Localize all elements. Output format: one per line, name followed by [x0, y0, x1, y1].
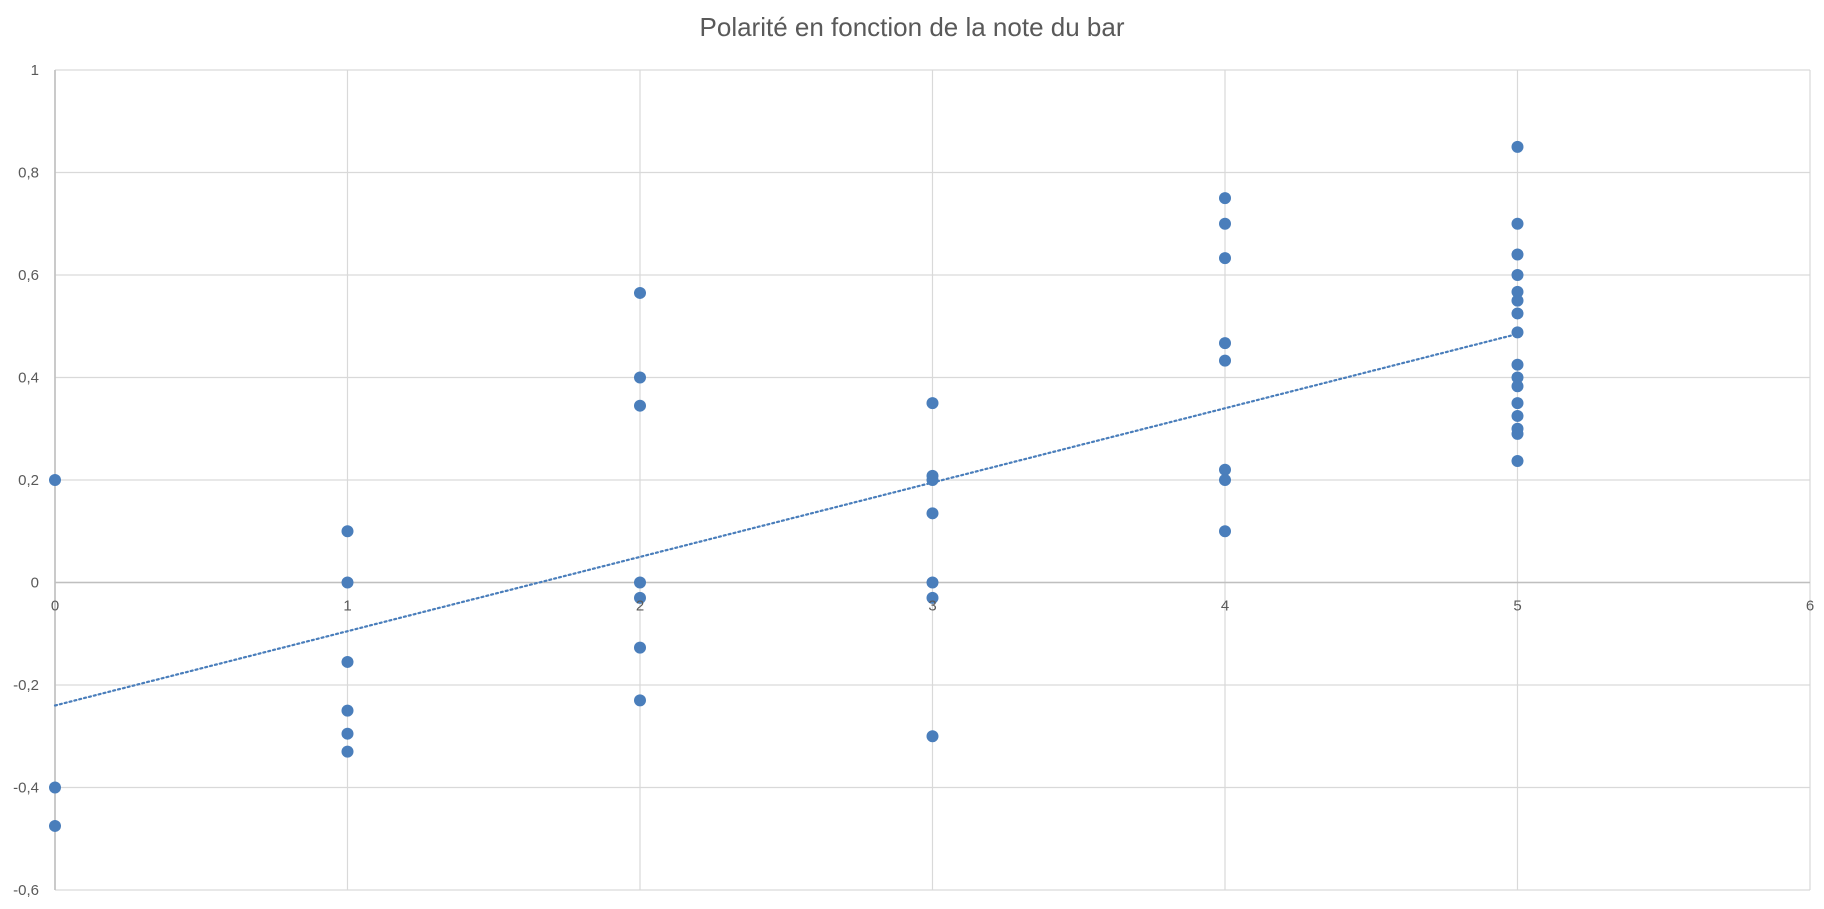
y-tick-label: 0,4 — [18, 370, 39, 387]
y-tick-label: -0,2 — [13, 677, 39, 694]
data-point — [1511, 248, 1524, 261]
data-point — [926, 507, 939, 520]
y-tick-label: 0,8 — [18, 165, 39, 182]
tick-labels: -0,6 -0,4 -0,2 0 0,2 0,4 0,6 0,8 1 0 1 2 3 4 5 6 — [13, 62, 1814, 899]
data-point — [634, 591, 646, 604]
x-tick-label: 3 — [928, 598, 936, 615]
data-point — [1219, 252, 1231, 265]
data-point — [341, 525, 354, 538]
data-point — [1511, 285, 1524, 298]
data-point — [634, 371, 646, 384]
data-point — [1219, 525, 1231, 538]
y-tick-label: -0,4 — [13, 780, 39, 797]
chart-title: Polarité en fonction de la note du bar — [699, 12, 1125, 42]
data-point — [634, 286, 646, 299]
data-point — [926, 591, 939, 604]
data-point — [1219, 463, 1231, 476]
data-point — [1219, 217, 1231, 230]
y-tick-label: 0 — [31, 575, 39, 592]
data-point — [926, 397, 939, 410]
data-point — [1219, 192, 1231, 205]
data-point — [49, 781, 61, 794]
data-point — [1511, 397, 1524, 410]
trendline — [53, 332, 1519, 707]
y-tick-label: 0,6 — [18, 267, 39, 284]
y-tick-label: 1 — [31, 62, 39, 79]
data-point — [1511, 307, 1524, 320]
data-point — [341, 655, 354, 668]
data-point — [1511, 217, 1524, 230]
x-tick-label: 2 — [636, 598, 644, 615]
data-point — [926, 474, 939, 486]
data-point — [341, 727, 354, 740]
data-point — [49, 819, 61, 832]
data-point — [1511, 371, 1524, 384]
x-tick-label: 4 — [1221, 598, 1229, 615]
data-point — [634, 641, 646, 654]
data-point — [634, 576, 646, 589]
data-point — [634, 694, 646, 707]
data-point — [1219, 354, 1231, 367]
data-point — [1511, 358, 1524, 371]
data-point — [1511, 427, 1524, 440]
data-point — [341, 745, 354, 758]
data-point — [1511, 409, 1524, 422]
data-point — [341, 704, 354, 717]
data-point — [341, 576, 354, 589]
data-points — [49, 140, 1524, 832]
data-point — [1511, 294, 1524, 307]
data-point — [1219, 474, 1231, 486]
y-tick-label: 0,2 — [18, 472, 39, 489]
data-point — [1219, 337, 1231, 350]
data-point — [1511, 455, 1524, 468]
data-point — [1511, 326, 1524, 339]
data-point — [1511, 269, 1524, 281]
x-tick-label: 1 — [343, 598, 351, 615]
data-point — [1511, 380, 1524, 393]
y-tick-label: -0,6 — [13, 882, 39, 899]
data-point — [926, 730, 939, 743]
data-point — [49, 474, 61, 486]
data-point — [634, 399, 646, 412]
x-tick-label: 6 — [1806, 598, 1814, 615]
trendline-group — [53, 332, 1519, 707]
data-point — [926, 576, 939, 589]
x-tick-label: 5 — [1513, 598, 1521, 615]
data-point — [1511, 140, 1524, 153]
x-tick-label: 0 — [51, 598, 59, 615]
